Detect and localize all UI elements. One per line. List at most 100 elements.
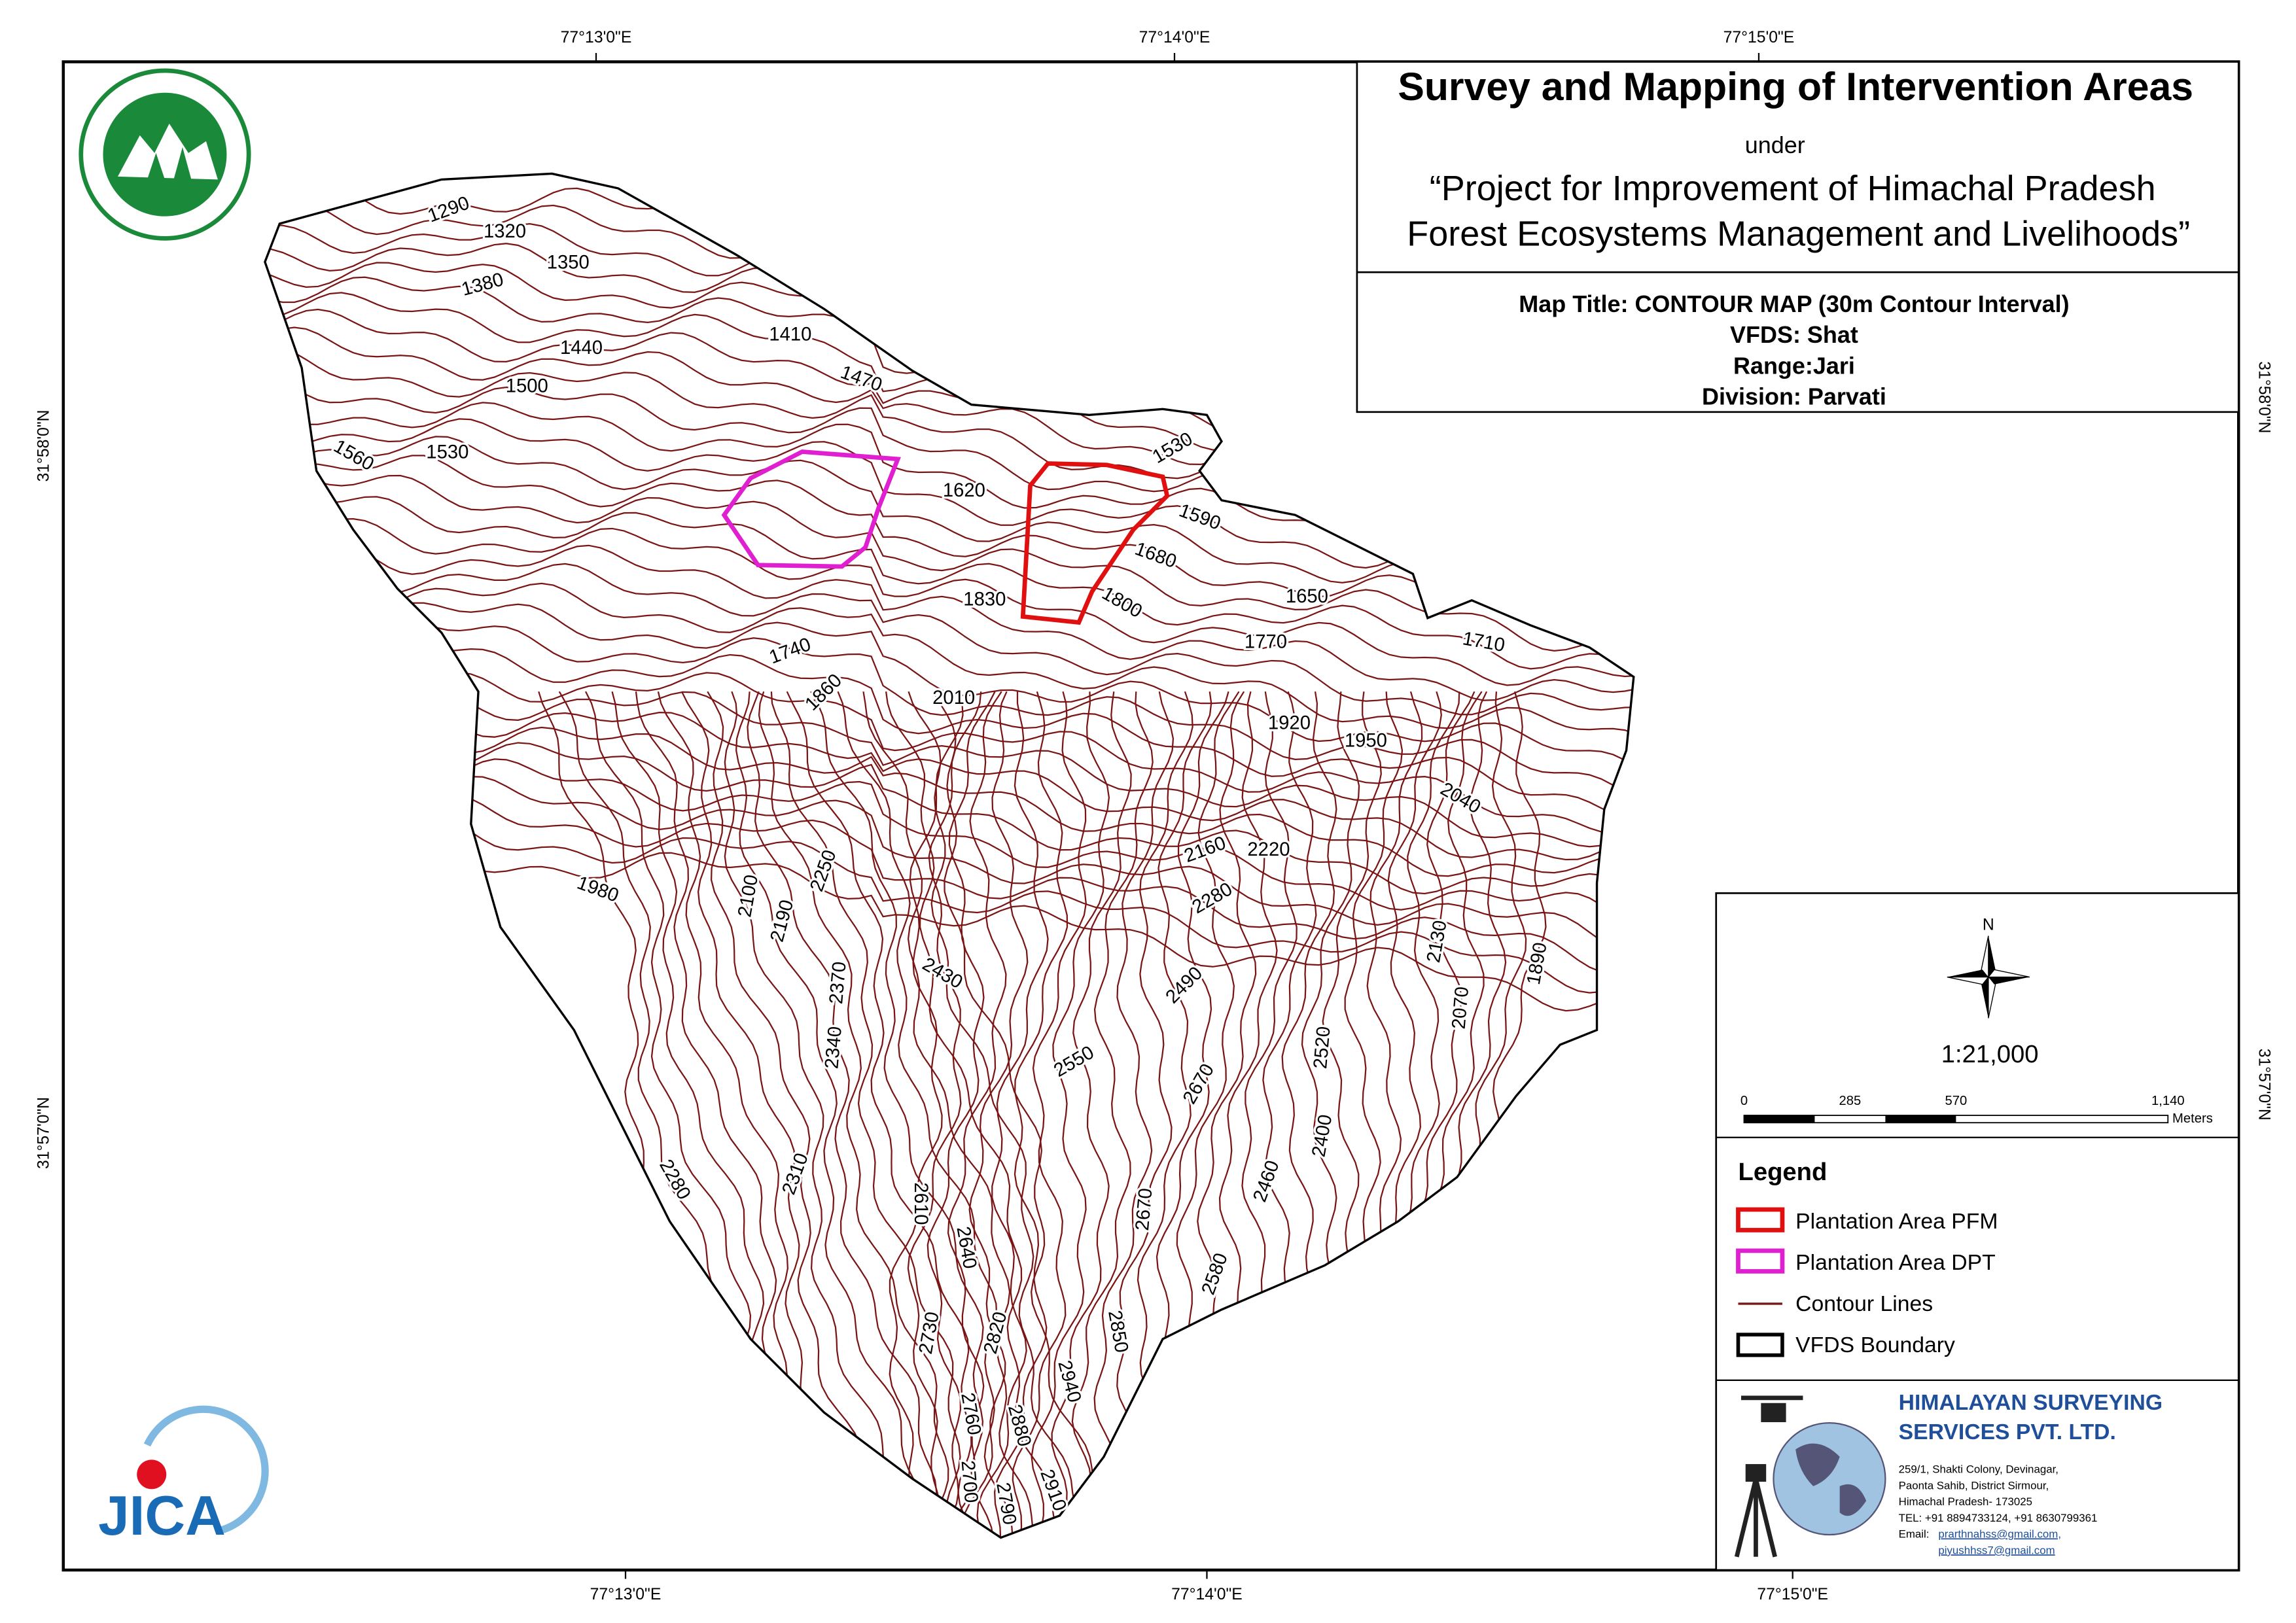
contour-label: 2070 [1449, 986, 1474, 1030]
contour-line [264, 548, 1634, 716]
contour-line [735, 691, 925, 1538]
contour-line [264, 616, 1634, 803]
contour-line [907, 691, 982, 1538]
vfds: VFDS: Shat [1730, 321, 1858, 348]
legend-label: VFDS Boundary [1795, 1333, 1955, 1357]
contour-label: 1440 [560, 338, 603, 358]
contour-line [264, 648, 1634, 834]
contour-line [1012, 691, 1087, 1538]
contour-label: 1950 [1345, 730, 1387, 751]
contour-line [862, 691, 1042, 1538]
company-address: Himachal Pradesh- 173025 [1899, 1495, 2032, 1508]
company-address: Paonta Sahib, District Sirmour, [1899, 1479, 2049, 1492]
contour-line [993, 691, 1069, 1538]
contour-line [724, 691, 911, 1538]
contour-line [976, 691, 1049, 1538]
scale-tick: 1,140 [2151, 1094, 2185, 1108]
contour-line [264, 474, 1634, 652]
graticule-label: 77°13'0"E [561, 29, 632, 46]
legend-swatch [1736, 1333, 1784, 1357]
graticule: 77°13'0"E 77°14'0"E 77°15'0"E 77°13'0"E … [35, 29, 2272, 1603]
graticule-label: 77°14'0"E [1171, 1586, 1243, 1603]
contour-label: 1350 [547, 252, 590, 273]
contour-label: 2610 [910, 1182, 931, 1225]
company-email-label: Email: [1899, 1528, 1930, 1541]
division: Division: Parvati [1702, 383, 1886, 410]
pfm-area [1020, 461, 1170, 625]
contour-line [264, 580, 1634, 750]
north-arrow [1947, 935, 2030, 1019]
legend-label: Plantation Area DPT [1795, 1250, 1996, 1275]
company-name: HIMALAYAN SURVEYING [1899, 1390, 2163, 1415]
contour-label: 1500 [506, 375, 548, 396]
company-email: prarthnahss@gmail.com, [1938, 1528, 2061, 1541]
scale-tick: 0 [1740, 1094, 1748, 1108]
contour-line [264, 632, 1634, 819]
contour-label: 1650 [1286, 586, 1328, 607]
graticule-label: 77°15'0"E [1757, 1586, 1828, 1603]
graticule-label: 77°15'0"E [1723, 29, 1795, 46]
company-logo [1734, 1395, 1886, 1558]
company-address: 259/1, Shakti Colony, Devinagar, [1899, 1463, 2058, 1476]
title: Survey and Mapping of Intervention Areas [1398, 64, 2193, 109]
range: Range:Jari [1733, 352, 1855, 379]
legend-label: Contour Lines [1795, 1291, 1933, 1316]
legend-swatch [1736, 1248, 1785, 1274]
contour-line [932, 691, 1128, 1538]
contour-line [1031, 691, 1110, 1538]
contour-line [889, 691, 964, 1538]
contour-label: 2520 [1310, 1026, 1335, 1070]
contour-line [927, 691, 996, 1538]
contour-line [1116, 691, 1193, 1538]
company-email: piyushhss7@gmail.com [1938, 1544, 2055, 1556]
contour-line [770, 691, 961, 1538]
project: Forest Ecosystems Management and Livelih… [1407, 215, 2190, 254]
contour-line [264, 506, 1634, 686]
graticule-label: 31°58'0"N [2255, 361, 2273, 433]
graticule-label: 31°57'0"N [35, 1097, 52, 1169]
scale-tick: 285 [1839, 1094, 1862, 1108]
contour-label: 1530 [426, 442, 468, 463]
company-name: SERVICES PVT. LTD. [1899, 1420, 2116, 1444]
contour-label: 1620 [943, 480, 985, 501]
contour-line [944, 691, 1007, 1538]
jica-logo: JICA [98, 1405, 269, 1547]
contour-line [264, 602, 1634, 782]
company-phone: TEL: +91 8894733124, +91 8630799361 [1899, 1512, 2098, 1524]
graticule-label: 77°13'0"E [590, 1586, 662, 1603]
contour-label: 1320 [484, 221, 526, 242]
contour-line [837, 691, 1015, 1538]
graticule-label: 31°58'0"N [35, 410, 52, 482]
contour-label: 1920 [1268, 712, 1311, 733]
legend-swatch [1736, 1207, 1785, 1232]
contour-label: 2010 [932, 688, 975, 708]
contour-line [960, 691, 1029, 1538]
contour-line [264, 491, 1634, 670]
graticule-label: 31°57'0"N [2255, 1049, 2273, 1121]
scale-unit: Meters [2172, 1111, 2213, 1126]
contour-label: 2700 [957, 1459, 982, 1504]
subtitle: under [1745, 131, 1805, 158]
contour-label: 1770 [1245, 632, 1287, 653]
contour-label: 2340 [821, 1026, 846, 1070]
contour-line [707, 691, 896, 1538]
contour-label: 2370 [826, 961, 851, 1005]
contour-line [1051, 691, 1132, 1538]
legend-title: Legend [1738, 1158, 1827, 1186]
vfds-boundary [264, 172, 1635, 1539]
contour-line [1093, 691, 1174, 1538]
contour-label: 2220 [1247, 839, 1290, 860]
scale-tick: 570 [1945, 1094, 1967, 1108]
scale-bar [1743, 1115, 2169, 1124]
graticule-label: 77°14'0"E [1139, 29, 1210, 46]
contour-line [264, 523, 1634, 701]
contour-label: 2670 [1132, 1187, 1157, 1232]
north-label: N [1983, 916, 1994, 934]
contour-line [786, 691, 978, 1538]
contour-line [810, 691, 995, 1538]
legend-label: Plantation Area PFM [1795, 1209, 1998, 1234]
side-panel: N 1:21,000 0 285 570 1,140 Meters Legend… [1715, 892, 2240, 1571]
jica-text: JICA [98, 1485, 226, 1547]
contour-line [885, 691, 1073, 1538]
